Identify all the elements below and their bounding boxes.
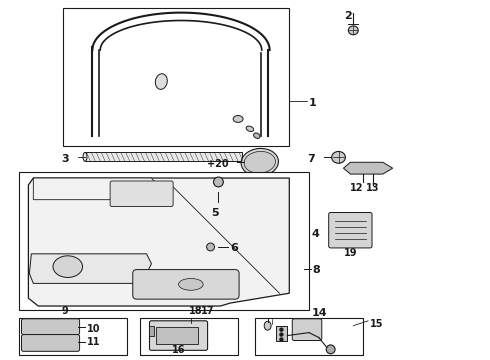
- Bar: [140, 318, 238, 355]
- Text: 15: 15: [370, 319, 384, 329]
- Polygon shape: [29, 254, 151, 283]
- Bar: [255, 318, 363, 355]
- Text: 17: 17: [201, 306, 214, 316]
- Ellipse shape: [155, 74, 167, 89]
- Circle shape: [280, 328, 283, 331]
- FancyBboxPatch shape: [329, 212, 372, 248]
- Ellipse shape: [348, 26, 358, 35]
- Ellipse shape: [264, 321, 271, 330]
- Text: 2: 2: [344, 11, 352, 21]
- Text: 19: 19: [343, 248, 357, 258]
- Ellipse shape: [326, 345, 335, 354]
- Text: 1: 1: [309, 98, 317, 108]
- Ellipse shape: [178, 278, 203, 290]
- Text: 7: 7: [307, 154, 315, 165]
- FancyBboxPatch shape: [133, 270, 239, 299]
- Text: 14: 14: [312, 308, 328, 318]
- Ellipse shape: [241, 148, 278, 176]
- Bar: [275, 326, 287, 342]
- Text: 9: 9: [61, 306, 68, 316]
- Bar: [63, 8, 289, 145]
- Ellipse shape: [53, 256, 82, 278]
- Bar: [156, 327, 198, 345]
- Text: +20: +20: [207, 159, 228, 169]
- Bar: [84, 152, 242, 161]
- Ellipse shape: [83, 152, 87, 161]
- FancyBboxPatch shape: [149, 321, 208, 350]
- Ellipse shape: [207, 243, 215, 251]
- Text: 4: 4: [312, 229, 320, 239]
- Bar: [19, 172, 309, 310]
- Text: 6: 6: [230, 243, 238, 253]
- Polygon shape: [33, 178, 166, 200]
- Text: 16: 16: [172, 345, 186, 355]
- Circle shape: [280, 333, 283, 336]
- FancyBboxPatch shape: [110, 181, 173, 207]
- Ellipse shape: [214, 177, 223, 187]
- Text: 3: 3: [61, 154, 69, 165]
- Ellipse shape: [254, 133, 260, 139]
- Text: 8: 8: [312, 265, 319, 275]
- Text: 18: 18: [189, 306, 202, 316]
- Ellipse shape: [246, 126, 254, 131]
- FancyBboxPatch shape: [22, 334, 79, 351]
- Bar: [19, 318, 127, 355]
- Ellipse shape: [332, 152, 345, 163]
- Text: 11: 11: [86, 337, 100, 347]
- Polygon shape: [28, 178, 289, 306]
- Circle shape: [280, 338, 283, 341]
- Ellipse shape: [233, 116, 243, 122]
- Bar: [149, 326, 154, 336]
- Text: 5: 5: [212, 208, 220, 217]
- Text: 13: 13: [366, 183, 380, 193]
- FancyBboxPatch shape: [22, 319, 79, 334]
- Ellipse shape: [244, 152, 275, 173]
- FancyBboxPatch shape: [292, 319, 322, 341]
- Polygon shape: [343, 162, 392, 174]
- Text: 12: 12: [349, 183, 363, 193]
- Text: 10: 10: [86, 324, 100, 334]
